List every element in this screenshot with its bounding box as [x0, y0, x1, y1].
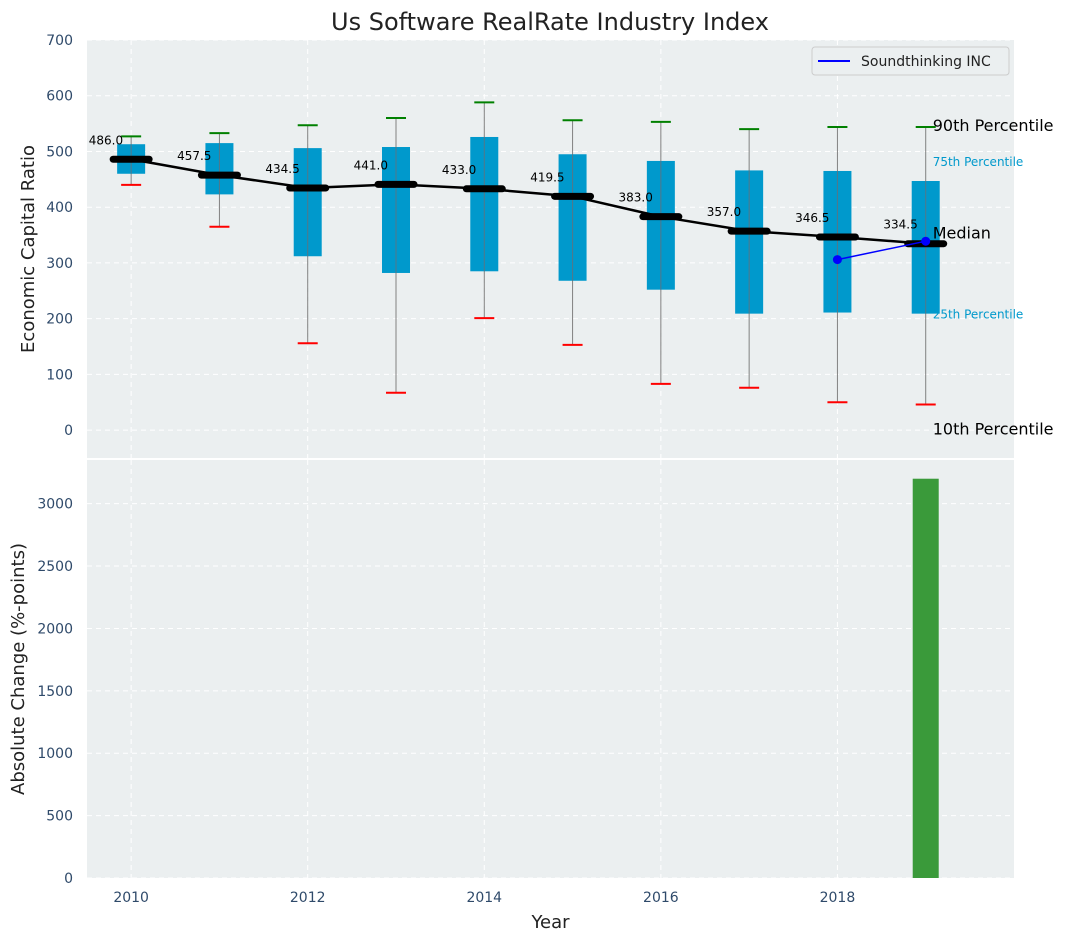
box-2013: 441.0 — [354, 117, 418, 394]
median-trend-line — [130, 158, 926, 245]
y-tick-label: 400 — [46, 200, 73, 216]
x-tick-label: 2018 — [820, 890, 856, 906]
bar-chart-grid — [87, 460, 1014, 879]
annotation-label: 10th Percentile — [933, 419, 1054, 438]
box-plot-boxes: 486.0 457.5 434.5 441.0 433.0 419.5 383.0 357.0… — [89, 101, 948, 406]
y-tick-label: 0 — [64, 423, 73, 439]
box-plot-panel: 0 100 200 300 400 500 600 700 486.0 457.5 434.5 44… — [18, 33, 1054, 458]
y-tick-label: 3000 — [37, 497, 73, 513]
median-value-label: 441.0 — [354, 158, 388, 172]
y-tick-label: 500 — [46, 144, 73, 160]
x-tick-label: 2012 — [290, 890, 326, 906]
y-tick-label: 2500 — [37, 559, 73, 575]
box-plot-background — [87, 40, 1014, 458]
x-tick-label: 2014 — [466, 890, 502, 906]
box-2018: 346.5 — [795, 125, 859, 404]
legend: Soundthinking INC — [811, 46, 1010, 76]
bar-2019 — [912, 478, 939, 878]
median-value-label: 334.5 — [883, 218, 917, 232]
annotation-label: 75th Percentile — [933, 155, 1024, 169]
annotation-label: 90th Percentile — [933, 116, 1054, 135]
box-plot-y-ticks: 0 100 200 300 400 500 600 700 — [46, 33, 73, 439]
y-tick-label: 600 — [46, 89, 73, 105]
chart-title: Us Software RealRate Industry Index — [331, 8, 769, 36]
annotation-label: Median — [933, 224, 991, 243]
bar-chart-background — [87, 460, 1014, 878]
box-2019: 334.5 — [883, 125, 948, 406]
company-point — [832, 255, 842, 265]
y-tick-label: 1500 — [37, 684, 73, 700]
x-axis-label: Year — [530, 912, 570, 933]
bar-chart-y-axis-label: Absolute Change (%-points) — [8, 543, 29, 795]
box-2017: 357.0 — [707, 128, 771, 389]
bar-chart-x-ticks: 2010 2012 2014 2016 2018 — [113, 890, 855, 906]
company-point — [921, 236, 931, 246]
median-value-label: 457.5 — [177, 149, 211, 163]
y-tick-label: 200 — [46, 312, 73, 328]
legend-label-soundthinking: Soundthinking INC — [861, 54, 991, 70]
median-value-label: 419.5 — [530, 170, 564, 184]
legend-box — [811, 46, 1010, 76]
y-tick-label: 500 — [46, 809, 73, 825]
company-line — [837, 240, 926, 261]
median-value-label: 383.0 — [618, 191, 652, 205]
bar-chart-y-ticks: 0 500 1000 1500 2000 2500 3000 — [37, 497, 73, 887]
median-value-label: 433.0 — [442, 163, 476, 177]
median-value-label: 357.0 — [707, 205, 741, 219]
percentile-annotations: 90th Percentile 75th Percentile Median 25th… — [933, 116, 1054, 439]
median-value-label: 434.5 — [265, 162, 299, 176]
box-2012: 434.5 — [265, 124, 330, 345]
y-tick-label: 100 — [46, 367, 73, 383]
box-plot-y-axis-label: Economic Capital Ratio — [18, 145, 39, 353]
x-tick-label: 2010 — [113, 890, 149, 906]
median-value-label: 346.5 — [795, 211, 829, 225]
bar-chart-bars — [912, 478, 939, 878]
y-tick-label: 2000 — [37, 621, 73, 637]
x-tick-label: 2016 — [643, 890, 679, 906]
company-series — [832, 236, 931, 265]
y-tick-label: 300 — [46, 256, 73, 272]
y-tick-label: 1000 — [37, 746, 73, 762]
median-value-label: 486.0 — [89, 133, 123, 147]
annotation-label: 25th Percentile — [933, 308, 1024, 322]
y-tick-label: 700 — [46, 33, 73, 49]
y-tick-label: 0 — [64, 871, 73, 887]
